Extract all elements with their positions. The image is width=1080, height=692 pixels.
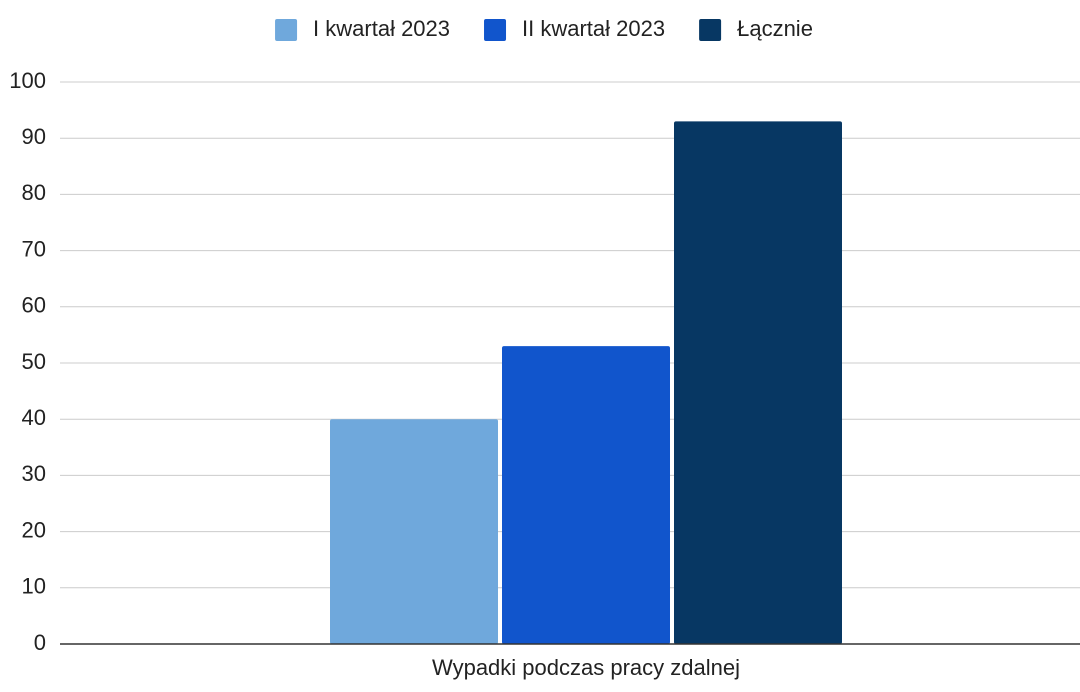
bar bbox=[502, 346, 670, 644]
legend-label: Łącznie bbox=[737, 16, 813, 41]
bar bbox=[330, 419, 498, 644]
y-tick-label: 20 bbox=[22, 517, 46, 542]
y-tick-label: 50 bbox=[22, 349, 46, 374]
x-tick-label: Wypadki podczas pracy zdalnej bbox=[432, 655, 740, 680]
bar bbox=[674, 121, 842, 645]
legend-swatch bbox=[275, 19, 298, 41]
y-tick-label: 10 bbox=[22, 574, 46, 599]
y-tick-label: 30 bbox=[22, 461, 46, 486]
y-tick-label: 40 bbox=[22, 405, 46, 430]
y-tick-label: 100 bbox=[9, 68, 46, 93]
y-tick-label: 80 bbox=[22, 180, 46, 205]
legend-swatch bbox=[484, 19, 507, 41]
legend-label: II kwartał 2023 bbox=[522, 16, 665, 41]
y-tick-label: 90 bbox=[22, 124, 46, 149]
legend-label: I kwartał 2023 bbox=[313, 16, 450, 41]
legend-swatch bbox=[699, 19, 722, 41]
y-tick-label: 60 bbox=[22, 293, 46, 318]
y-tick-label: 70 bbox=[22, 236, 46, 261]
y-tick-label: 0 bbox=[34, 630, 46, 655]
